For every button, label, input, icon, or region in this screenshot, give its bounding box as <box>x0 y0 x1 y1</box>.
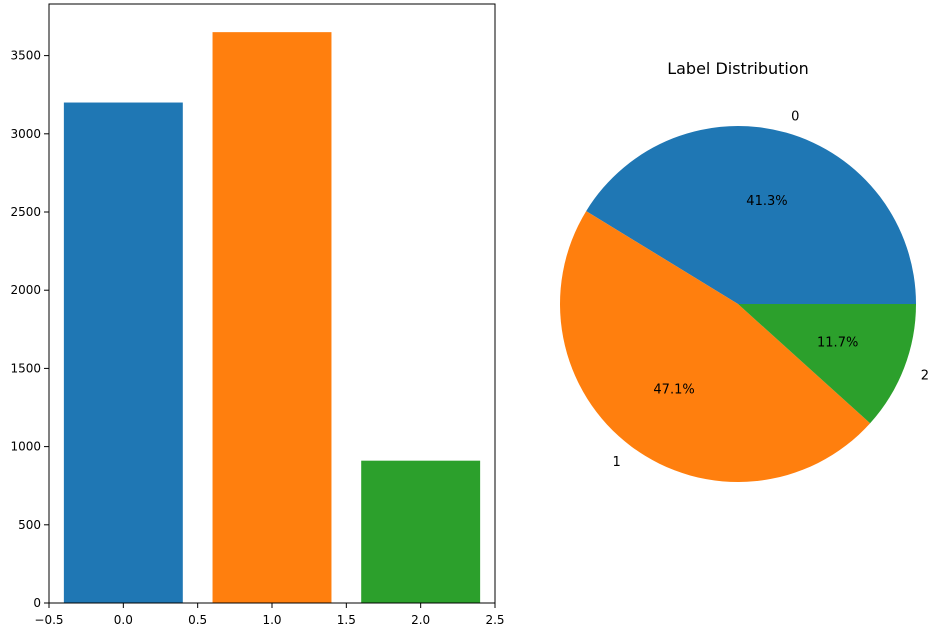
y-tick-label: 1000 <box>10 440 41 454</box>
bar-chart: −0.5 0.0 0.5 1.0 1.5 2.0 2.5 0 500 1000 1500 2000 2… <box>10 3 505 627</box>
pie-percent-label: 11.7% <box>817 335 858 350</box>
pie-category-label: 1 <box>613 455 621 470</box>
x-tick-label: −0.5 <box>34 613 63 627</box>
pie-slice-0 <box>586 126 917 304</box>
y-tick-label: 2500 <box>10 205 41 219</box>
pie-percent-label: 41.3% <box>746 194 787 209</box>
x-tick-label: 1.0 <box>262 613 281 627</box>
x-tick-label: 1.5 <box>337 613 356 627</box>
pie-category-label: 2 <box>921 368 929 383</box>
y-tick-label: 3500 <box>10 49 41 63</box>
pie-slice-2 <box>738 304 916 424</box>
x-tick-label: 2.0 <box>411 613 430 627</box>
pie-percent-label: 47.1% <box>653 383 694 398</box>
y-tick-label: 2000 <box>10 283 41 297</box>
x-tick-label: 2.5 <box>485 613 504 627</box>
bar-1 <box>212 32 332 604</box>
pie-title: Label Distribution <box>667 59 809 78</box>
pie-labels: 41.3% 0 47.1% 1 11.7% 2 <box>613 110 930 470</box>
y-tick-label: 0 <box>33 596 41 610</box>
x-tick-label: 0.0 <box>114 613 133 627</box>
pie-slices <box>560 126 917 482</box>
bar-2 <box>361 460 481 603</box>
bar-x-axis: −0.5 0.0 0.5 1.0 1.5 2.0 2.5 <box>34 603 505 627</box>
pie-slice-1 <box>560 211 871 482</box>
x-tick-label: 0.5 <box>188 613 207 627</box>
pie-category-label: 0 <box>791 110 799 125</box>
bar-0 <box>63 102 183 603</box>
bar-y-axis: 0 500 1000 1500 2000 2500 3000 3500 <box>10 49 49 610</box>
y-tick-label: 500 <box>18 518 41 532</box>
bar-marks <box>63 32 481 604</box>
y-tick-label: 1500 <box>10 361 41 375</box>
pie-chart: Label Distribution 41.3% 0 47.1% 1 11.7% 2 <box>560 59 929 482</box>
y-tick-label: 3000 <box>10 127 41 141</box>
